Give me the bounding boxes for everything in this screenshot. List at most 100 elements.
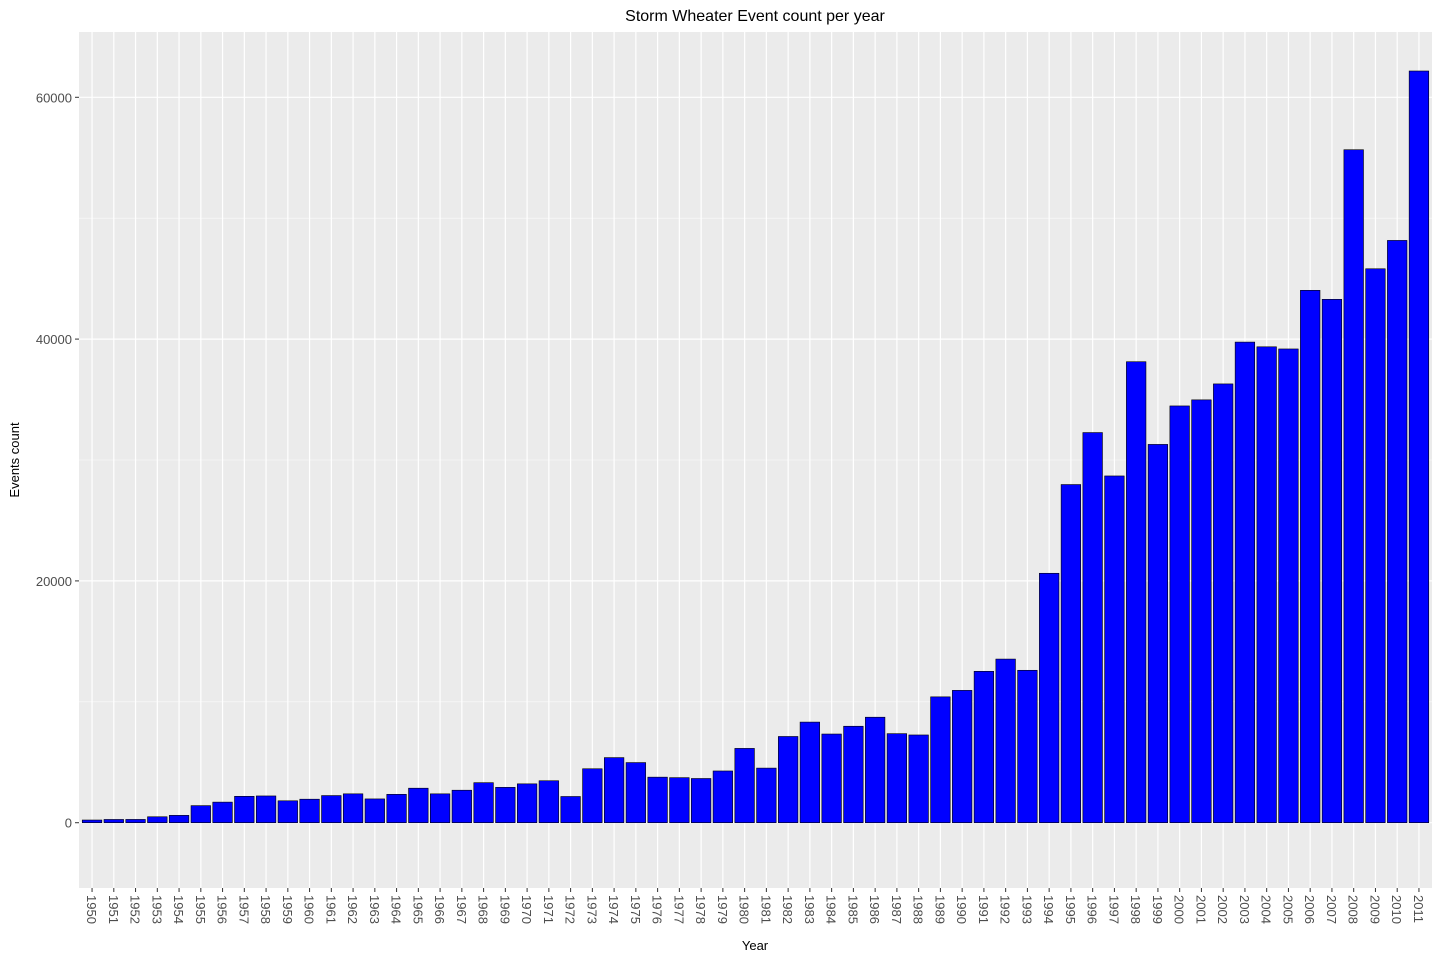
bar: [734, 748, 755, 824]
x-tick-label: 1978: [693, 895, 708, 924]
x-tick-label: 1970: [519, 895, 534, 924]
x-tick-label: 2011: [1411, 895, 1426, 923]
x-tick-label: 1986: [867, 895, 882, 924]
x-tick-label: 2000: [1172, 895, 1187, 924]
bar: [908, 734, 929, 824]
bar: [1343, 149, 1364, 824]
bar: [342, 793, 364, 824]
x-tick-label: 1950: [84, 895, 99, 924]
x-tick-label: 1999: [1150, 895, 1165, 924]
bar: [1408, 70, 1430, 824]
bar: [212, 801, 233, 824]
x-tick-label: 1988: [911, 895, 926, 924]
x-tick-label: 2008: [1346, 895, 1361, 924]
x-tick-label: 1993: [1019, 895, 1034, 924]
x-tick-label: 2004: [1259, 895, 1274, 924]
x-tick-label: 1990: [954, 895, 969, 924]
x-tick-label: 1997: [1106, 895, 1121, 924]
x-tick-label: 1987: [889, 895, 904, 924]
x-tick-label: 1963: [367, 895, 382, 924]
x-tick-label: 1989: [932, 895, 947, 924]
x-tick-label: 2003: [1237, 895, 1252, 924]
bar: [255, 795, 277, 824]
bar: [408, 787, 429, 824]
bar: [103, 819, 124, 824]
bar: [277, 800, 298, 824]
x-tick-label: 1958: [258, 895, 273, 924]
bar: [582, 768, 603, 824]
bar: [1126, 361, 1147, 824]
x-tick-label: 1973: [584, 895, 599, 924]
y-tick-label: 20000: [36, 574, 72, 589]
bar: [517, 783, 538, 824]
bar: [1060, 484, 1081, 824]
bar: [168, 815, 190, 824]
chart-title: Storm Wheater Event count per year: [625, 8, 885, 25]
x-tick-label: 2002: [1215, 895, 1230, 924]
bar: [1278, 348, 1299, 824]
x-tick-label: 1983: [802, 895, 817, 924]
x-axis: 1950 1951 1952 1953 1954 1955 1956 1957 1958 1959…: [84, 888, 1426, 924]
bar: [1169, 405, 1190, 824]
x-tick-label: 1976: [650, 895, 665, 924]
bar: [886, 733, 907, 824]
x-tick-label: 1992: [998, 895, 1013, 924]
x-tick-label: 1980: [737, 895, 752, 924]
x-tick-label: 1964: [389, 895, 404, 924]
x-tick-label: 1995: [1063, 895, 1078, 924]
x-tick-label: 1960: [302, 895, 317, 924]
x-tick-label: 1979: [715, 895, 730, 924]
x-tick-label: 1967: [454, 895, 469, 924]
bar: [1234, 341, 1256, 824]
bar: [451, 789, 472, 824]
x-tick-label: 1975: [628, 895, 643, 924]
bar: [364, 798, 385, 824]
bar: [190, 805, 211, 824]
y-tick-label: 40000: [36, 332, 72, 347]
x-tick-label: 2009: [1367, 895, 1382, 924]
bar: [778, 736, 799, 824]
bar: [930, 696, 951, 824]
bar: [125, 819, 146, 824]
bar: [1365, 268, 1386, 824]
bar: [321, 795, 342, 824]
bar: [1321, 299, 1343, 824]
bar: [1039, 572, 1060, 824]
bar: [1191, 399, 1212, 824]
x-tick-label: 2010: [1389, 895, 1404, 924]
bar: [1017, 669, 1038, 824]
bar: [843, 725, 864, 824]
x-tick-label: 1968: [476, 895, 491, 924]
x-tick-label: 1966: [432, 895, 447, 924]
bar: [81, 819, 103, 824]
bar: [495, 787, 516, 824]
bar: [973, 671, 994, 824]
x-tick-label: 2007: [1324, 895, 1339, 924]
y-axis: 0 20000 40000 60000: [36, 90, 79, 831]
bar: [147, 816, 168, 824]
x-tick-label: 1965: [410, 895, 425, 924]
bar: [1300, 290, 1321, 824]
x-tick-label: 1952: [128, 895, 143, 924]
x-tick-label: 1954: [171, 895, 186, 924]
x-tick-label: 2005: [1280, 895, 1295, 924]
bar: [473, 782, 494, 824]
bar: [430, 793, 451, 824]
bar: [756, 767, 777, 824]
bar: [1213, 383, 1234, 824]
x-tick-label: 1962: [345, 895, 360, 924]
x-tick-label: 1991: [976, 895, 991, 924]
x-axis-title: Year: [742, 938, 769, 953]
x-tick-label: 1953: [149, 895, 164, 924]
x-tick-label: 1985: [845, 895, 860, 924]
bar: [799, 721, 820, 824]
bar: [1256, 346, 1277, 824]
x-tick-label: 1982: [780, 895, 795, 924]
bar: [712, 770, 733, 824]
y-tick-label: 0: [65, 816, 72, 831]
x-tick-label: 1955: [193, 895, 208, 924]
x-tick-label: 1972: [563, 895, 578, 924]
bars: [81, 70, 1430, 824]
bar: [1104, 475, 1125, 824]
